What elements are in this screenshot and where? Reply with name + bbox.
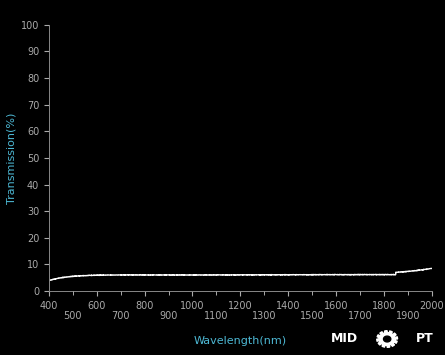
Text: Wavelength(nm): Wavelength(nm): [194, 336, 287, 346]
Text: 700: 700: [111, 311, 130, 321]
Text: 500: 500: [64, 311, 82, 321]
Text: 1300: 1300: [252, 311, 276, 321]
Polygon shape: [377, 331, 397, 347]
Text: PT: PT: [416, 332, 434, 345]
Text: 1500: 1500: [300, 311, 324, 321]
Text: 1900: 1900: [396, 311, 420, 321]
Y-axis label: Transmission(%): Transmission(%): [7, 112, 16, 204]
Polygon shape: [384, 336, 391, 342]
Text: MID: MID: [331, 332, 358, 345]
Text: 1100: 1100: [204, 311, 229, 321]
Text: 1700: 1700: [348, 311, 372, 321]
Text: 900: 900: [159, 311, 178, 321]
